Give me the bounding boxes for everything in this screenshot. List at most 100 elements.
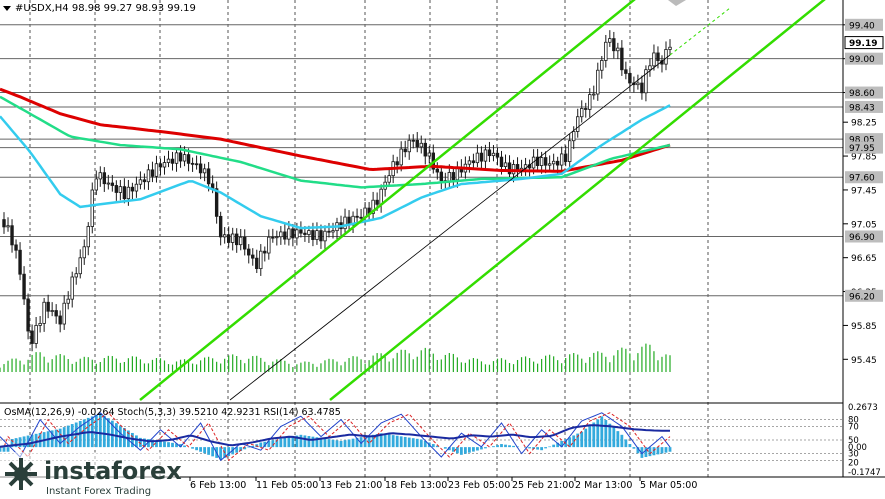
candle-body xyxy=(279,231,283,238)
time-label: 13 Feb 21:00 xyxy=(320,480,382,491)
osma-bar xyxy=(576,433,580,448)
candle-body xyxy=(275,236,279,239)
candle-body xyxy=(271,236,275,239)
osma-bar xyxy=(500,444,503,448)
osma-bar xyxy=(596,419,600,448)
osma-bar xyxy=(263,441,267,448)
instaforex-logo: instaforex Instant Forex Trading xyxy=(0,452,182,498)
price-label-box xyxy=(845,100,883,113)
osma-bar xyxy=(58,428,62,448)
candle-body xyxy=(555,160,560,166)
candle-body xyxy=(66,298,70,304)
osma-bar xyxy=(195,447,198,451)
candle-body xyxy=(74,273,78,278)
osma-bar xyxy=(371,434,375,448)
candle-body xyxy=(495,152,500,158)
candle-body xyxy=(355,215,359,218)
candle-body xyxy=(14,244,18,251)
candle-body xyxy=(70,276,74,300)
price-label-text: 97.60 xyxy=(849,174,875,184)
candle-body xyxy=(94,178,98,191)
osma-bar xyxy=(455,447,459,454)
candle-body xyxy=(507,162,512,175)
osma-bar xyxy=(207,447,211,455)
candle-body xyxy=(547,163,552,166)
candle-body xyxy=(407,139,411,153)
osma-bar xyxy=(175,443,178,448)
osma-bar xyxy=(98,413,102,448)
indicator-axis-label: 30 xyxy=(848,450,859,460)
osma-bar xyxy=(632,447,636,449)
osma-bar xyxy=(544,447,548,449)
candle-body xyxy=(174,152,179,164)
osma-bar xyxy=(6,447,10,452)
candle-body xyxy=(22,273,26,300)
osma-bar xyxy=(399,436,403,448)
osma-bar xyxy=(139,437,142,448)
candle-body xyxy=(319,230,323,242)
time-label: 6 Feb 13:00 xyxy=(190,480,246,491)
osma-bar xyxy=(468,447,471,453)
candle-body xyxy=(307,230,311,235)
candle-body xyxy=(656,52,660,62)
indicator-axis-label: 0.00 xyxy=(848,443,867,453)
candle-body xyxy=(491,152,496,157)
price-label-box xyxy=(845,230,883,243)
osma-bar xyxy=(584,428,588,448)
time-label: 23 Feb 05:00 xyxy=(448,480,510,491)
candle-body xyxy=(563,153,568,162)
osma-bar xyxy=(604,420,608,448)
osma-bar xyxy=(159,440,162,448)
candle-body xyxy=(596,69,600,95)
osma-bar xyxy=(147,439,150,448)
price-label-text: 96.90 xyxy=(849,233,875,243)
candle-body xyxy=(46,301,50,312)
candle-body xyxy=(178,152,183,162)
candle-body xyxy=(323,230,327,242)
price-label-text: 97.95 xyxy=(849,144,875,154)
candle-body xyxy=(170,158,175,164)
osma-bar xyxy=(472,447,475,452)
osma-bar xyxy=(423,440,427,448)
candle-body xyxy=(138,179,143,185)
candle-body xyxy=(98,172,102,180)
osma-bar xyxy=(608,423,612,448)
candle-body xyxy=(106,182,111,185)
candle-body xyxy=(572,131,576,142)
candle-body xyxy=(259,250,263,270)
candle-body xyxy=(230,233,235,243)
osma-bar xyxy=(568,437,572,448)
osma-bar xyxy=(167,442,170,448)
candle-body xyxy=(247,248,251,256)
candle-body xyxy=(158,163,163,168)
candle-body xyxy=(568,140,572,162)
osma-bar xyxy=(648,447,652,457)
candle-body xyxy=(166,158,171,163)
osma-bar xyxy=(179,444,182,448)
osma-bar xyxy=(155,440,158,448)
osma-bar xyxy=(391,435,395,448)
osma-bar xyxy=(664,447,668,453)
osma-bar xyxy=(2,447,6,452)
channel-projection xyxy=(669,7,731,56)
candle-body xyxy=(616,47,620,52)
osma-bar xyxy=(628,444,632,448)
candle-body xyxy=(54,310,58,317)
candle-body xyxy=(226,234,231,243)
osma-bar xyxy=(492,446,495,448)
osma-bar xyxy=(323,438,327,448)
osma-bar xyxy=(307,436,311,448)
logo-burst-icon xyxy=(5,458,37,490)
osma-bar xyxy=(38,432,42,448)
osma-bar xyxy=(102,415,106,448)
osma-bar xyxy=(459,447,463,455)
price-label-box xyxy=(845,18,883,31)
candle-body xyxy=(162,162,167,168)
osma-bar xyxy=(275,439,279,448)
osma-bar xyxy=(315,437,319,448)
candle-body xyxy=(6,225,10,228)
osma-bar xyxy=(339,440,343,448)
osma-bar xyxy=(379,433,383,448)
